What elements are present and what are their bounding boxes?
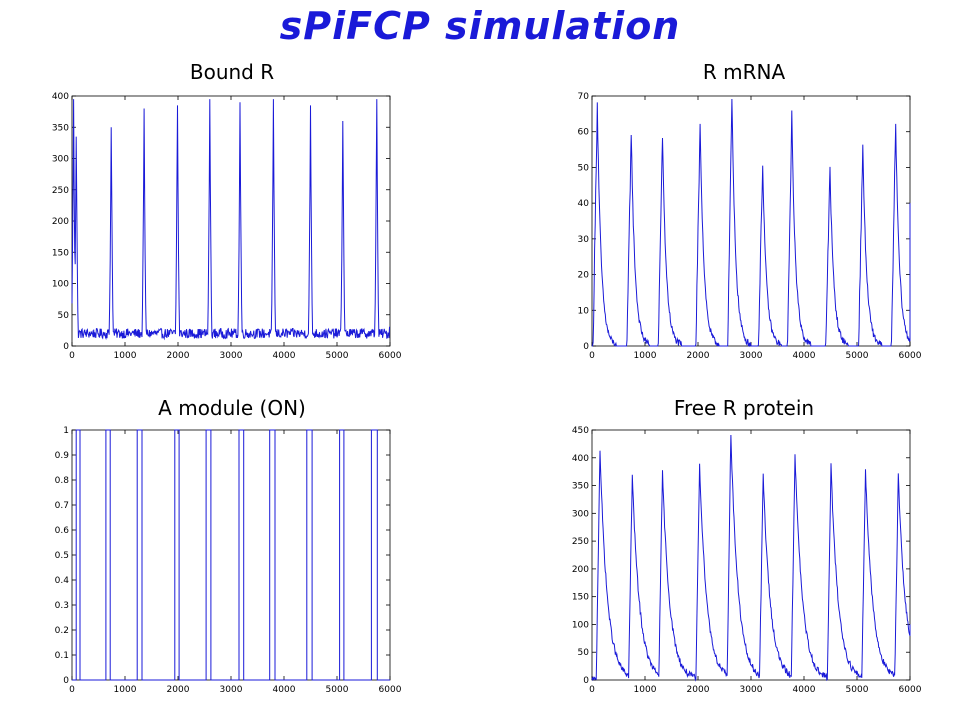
x-tick-label: 6000 bbox=[379, 351, 402, 361]
x-tick-label: 6000 bbox=[899, 351, 922, 361]
x-tick-label: 6000 bbox=[899, 685, 922, 695]
y-tick-label: 0.5 bbox=[55, 551, 69, 561]
y-tick-label: 0 bbox=[583, 676, 589, 686]
series-line bbox=[592, 98, 911, 348]
x-tick-label: 0 bbox=[589, 351, 595, 361]
y-tick-label: 300 bbox=[572, 509, 589, 519]
x-tick-label: 5000 bbox=[846, 351, 869, 361]
x-tick-label: 1000 bbox=[634, 685, 657, 695]
y-tick-label: 0.9 bbox=[55, 451, 70, 461]
y-tick-label: 0 bbox=[63, 342, 69, 352]
y-tick-label: 50 bbox=[578, 648, 590, 658]
x-tick-label: 2000 bbox=[687, 351, 710, 361]
series-line bbox=[591, 434, 911, 682]
x-tick-label: 4000 bbox=[273, 685, 296, 695]
y-tick-label: 400 bbox=[572, 454, 589, 464]
y-tick-label: 0.8 bbox=[55, 476, 70, 486]
y-tick-label: 150 bbox=[52, 248, 69, 258]
y-tick-label: 50 bbox=[58, 311, 70, 321]
x-tick-label: 5000 bbox=[326, 685, 349, 695]
series-line bbox=[71, 99, 390, 341]
y-tick-label: 0.7 bbox=[55, 501, 69, 511]
y-tick-label: 300 bbox=[52, 155, 69, 165]
x-tick-label: 4000 bbox=[793, 685, 816, 695]
y-tick-label: 0.2 bbox=[55, 626, 69, 636]
x-tick-label: 2000 bbox=[167, 685, 190, 695]
y-tick-label: 30 bbox=[578, 235, 590, 245]
y-tick-label: 40 bbox=[578, 199, 590, 209]
y-tick-label: 60 bbox=[578, 128, 590, 138]
x-tick-label: 3000 bbox=[220, 685, 243, 695]
y-tick-label: 150 bbox=[572, 593, 589, 603]
series-line bbox=[72, 429, 390, 681]
panel-title-free-r-protein: Free R protein bbox=[673, 396, 815, 420]
x-tick-label: 3000 bbox=[220, 351, 243, 361]
y-tick-label: 50 bbox=[578, 163, 590, 173]
y-tick-label: 350 bbox=[572, 482, 589, 492]
y-tick-label: 0.4 bbox=[55, 576, 70, 586]
y-tick-label: 200 bbox=[572, 565, 589, 575]
y-tick-label: 0.1 bbox=[55, 651, 69, 661]
y-tick-label: 250 bbox=[572, 537, 589, 547]
x-tick-label: 1000 bbox=[114, 685, 137, 695]
y-tick-label: 10 bbox=[578, 306, 590, 316]
panel-title-a-module: A module (ON) bbox=[158, 396, 306, 420]
y-tick-label: 0 bbox=[583, 342, 589, 352]
y-tick-label: 20 bbox=[578, 271, 590, 281]
y-tick-label: 0 bbox=[63, 676, 69, 686]
y-tick-label: 0.3 bbox=[55, 601, 69, 611]
x-tick-label: 1000 bbox=[114, 351, 137, 361]
x-tick-label: 5000 bbox=[326, 351, 349, 361]
y-tick-label: 400 bbox=[52, 92, 69, 102]
y-tick-label: 250 bbox=[52, 186, 69, 196]
y-tick-label: 100 bbox=[572, 620, 589, 630]
x-tick-label: 4000 bbox=[793, 351, 816, 361]
x-tick-label: 1000 bbox=[634, 351, 657, 361]
x-tick-label: 2000 bbox=[167, 351, 190, 361]
x-tick-label: 0 bbox=[589, 685, 595, 695]
y-tick-label: 350 bbox=[52, 123, 69, 133]
panel-title-bound-r: Bound R bbox=[189, 60, 275, 84]
y-tick-label: 200 bbox=[52, 217, 69, 227]
x-tick-label: 3000 bbox=[740, 351, 763, 361]
y-tick-label: 0.6 bbox=[55, 526, 70, 536]
y-tick-label: 1 bbox=[63, 426, 69, 436]
panel-title-r-mrna: R mRNA bbox=[702, 60, 786, 84]
y-tick-label: 450 bbox=[572, 426, 589, 436]
x-tick-label: 0 bbox=[69, 351, 75, 361]
x-tick-label: 5000 bbox=[846, 685, 869, 695]
y-tick-label: 100 bbox=[52, 280, 69, 290]
y-tick-label: 70 bbox=[578, 92, 590, 102]
x-tick-label: 4000 bbox=[273, 351, 296, 361]
x-tick-label: 2000 bbox=[687, 685, 710, 695]
x-tick-label: 6000 bbox=[379, 685, 402, 695]
page-title: sPiFCP simulation bbox=[279, 4, 681, 48]
x-tick-label: 3000 bbox=[740, 685, 763, 695]
x-tick-label: 0 bbox=[69, 685, 75, 695]
